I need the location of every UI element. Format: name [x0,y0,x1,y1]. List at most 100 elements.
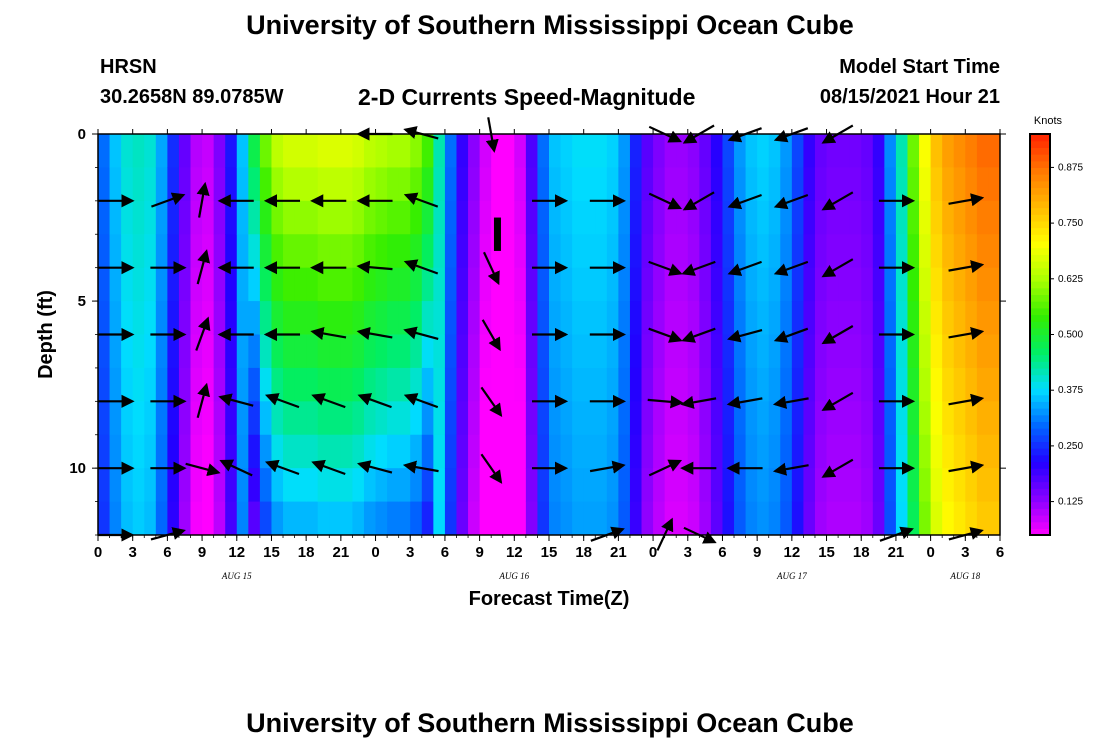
heatmap-cell [121,200,134,235]
heatmap-cell [849,200,862,235]
heatmap-cell [699,468,712,503]
heatmap-cell [225,401,238,436]
heatmap-cell [965,167,978,202]
heatmap-cell [340,267,353,302]
heatmap-cell [294,267,307,302]
heatmap-cell [317,334,330,369]
heatmap-cell [768,367,781,402]
heatmap-cell [398,334,411,369]
heatmap-cell [456,234,469,269]
heatmap-cell [421,434,434,469]
current-arrow [948,326,985,340]
colorbar-step [1030,341,1050,349]
heatmap-cell [780,167,793,202]
heatmap-cell [838,134,851,168]
heatmap-cell [757,134,770,168]
heatmap-cell [352,501,365,536]
heatmap-cell [942,334,955,369]
heatmap-cell [363,434,377,469]
heatmap-cell [352,434,365,469]
heatmap-cell [745,234,758,269]
heatmap-cell [167,200,180,235]
heatmap-cell [988,334,1001,369]
heatmap-cell [433,301,446,335]
heatmap-cell [155,167,168,202]
current-arrow [264,459,300,476]
heatmap-cell [213,267,226,302]
heatmap-cell [363,267,377,302]
current-arrow [948,193,985,207]
heatmap-cell [919,401,932,436]
heatmap-cell [225,134,238,168]
heatmap-cell [814,167,828,202]
heatmap-cell [664,267,677,302]
heatmap-cell [514,367,527,402]
heatmap-cell [653,134,666,168]
heatmap-cell [456,167,469,202]
current-arrow [310,326,347,340]
heatmap-cell [710,234,723,269]
heatmap-cell [398,501,411,536]
heatmap-cell [618,334,631,369]
heatmap-cell [988,301,1001,335]
heatmap-cell [595,200,608,235]
heatmap-cell [930,468,943,503]
heatmap-cell [734,401,747,436]
heatmap-cell [768,200,781,235]
heatmap-cell [826,434,839,469]
heatmap-cell [849,134,862,168]
heatmap-cell [942,468,955,503]
heatmap-cell [514,468,527,503]
heatmap-cell [895,334,908,369]
x-tick-label: 3 [961,544,969,561]
heatmap-cell [410,401,423,436]
heatmap-cell [722,501,735,536]
colorbar-step [1030,381,1050,389]
heatmap-cell [271,167,284,202]
colorbar-step [1030,147,1050,155]
heatmap-cell [502,200,515,235]
colorbar-step [1030,347,1050,356]
heatmap-cell [803,301,816,335]
heatmap-cell [618,234,631,269]
heatmap-cell [248,367,261,402]
heatmap-cell [653,434,666,469]
heatmap-cell [687,234,700,269]
heatmap-cell [444,167,457,202]
heatmap-cell [710,334,723,369]
heatmap-cell [236,134,249,168]
heatmap-cell [583,501,596,536]
heatmap-cell [942,501,955,536]
heatmap-cell [919,134,932,168]
heatmap-cell [884,301,897,335]
heatmap-cell [202,134,215,168]
heatmap-cell [803,234,816,269]
heatmap-cell [965,334,978,369]
heatmap-cell [641,234,654,269]
current-arrow [648,327,683,343]
heatmap-cell [734,367,747,402]
heatmap-cell [190,434,203,469]
heatmap-cell [572,334,585,369]
x-tick-label: 12 [228,544,245,561]
heatmap-cell [814,334,828,369]
colorbar-step [1030,514,1050,523]
heatmap-cell [294,468,307,503]
heatmap-cell [121,434,134,469]
heatmap-cell [340,301,353,335]
heatmap-cell [757,501,770,536]
heatmap-cell [629,501,643,536]
heatmap-cell [155,134,168,168]
heatmap-cell [606,167,619,202]
current-arrow [821,258,854,278]
heatmap-cell [525,367,538,402]
heatmap-cell [155,200,168,235]
heatmap-cell [306,501,319,536]
heatmap-cell [895,134,908,168]
heatmap-cell [213,468,226,503]
heatmap-cell [849,401,862,436]
colorbar-step [1030,194,1050,202]
heatmap-cell [745,401,758,436]
heatmap-cell [664,334,677,369]
heatmap-cell [988,234,1001,269]
